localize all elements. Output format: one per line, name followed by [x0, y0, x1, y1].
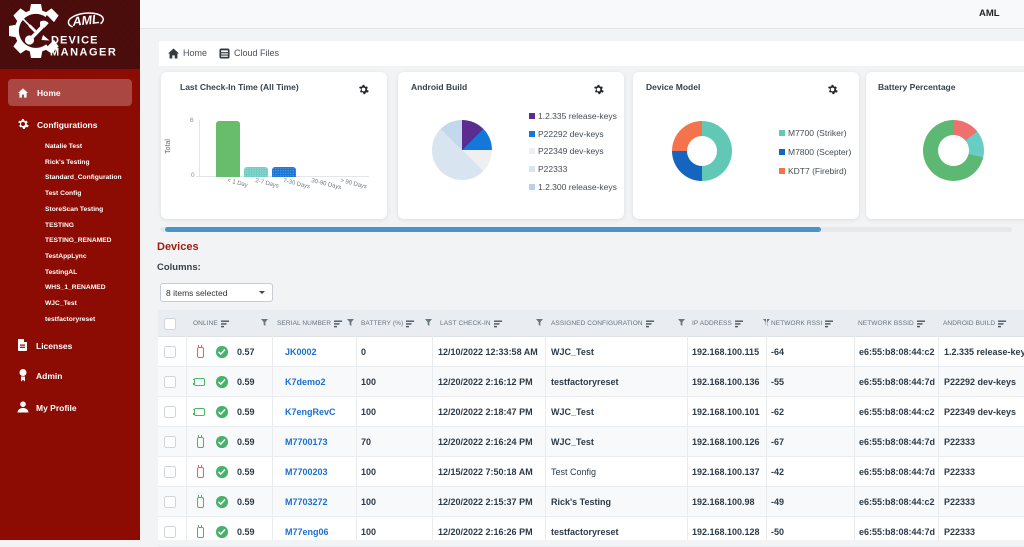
svg-text:AML: AML [71, 12, 100, 29]
svg-text:DEVICE: DEVICE [51, 35, 99, 47]
svg-text:MANAGER: MANAGER [50, 47, 117, 59]
